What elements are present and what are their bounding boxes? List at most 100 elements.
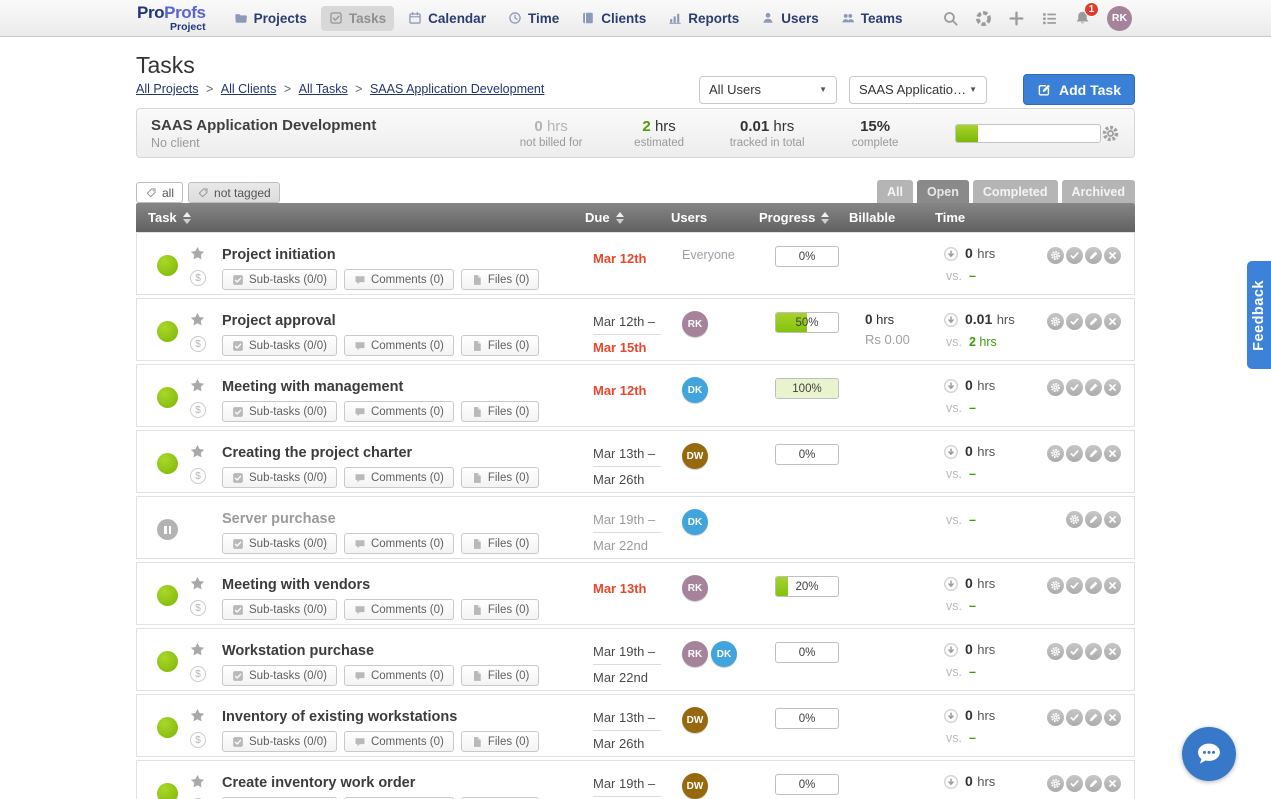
pencil-action-button[interactable]: [1085, 643, 1102, 660]
check-action-button[interactable]: [1066, 379, 1083, 396]
subtasks-button[interactable]: Sub-tasks (0/0): [222, 269, 337, 290]
close-action-button[interactable]: [1104, 709, 1121, 726]
billable-dollar-icon[interactable]: $: [190, 666, 206, 682]
star-icon[interactable]: [189, 311, 206, 328]
active-status-icon[interactable]: [157, 387, 178, 408]
check-action-button[interactable]: [1066, 577, 1083, 594]
subtasks-button[interactable]: Sub-tasks (0/0): [222, 599, 337, 620]
pencil-action-button[interactable]: [1085, 511, 1102, 528]
breadcrumb-link-all-projects[interactable]: All Projects: [136, 82, 199, 96]
active-status-icon[interactable]: [157, 651, 178, 672]
chat-button[interactable]: [1182, 727, 1236, 781]
user-avatar-dk[interactable]: DK: [682, 377, 708, 403]
close-action-button[interactable]: [1104, 445, 1121, 462]
breadcrumb-link-all-clients[interactable]: All Clients: [220, 82, 277, 96]
pencil-action-button[interactable]: [1085, 445, 1102, 462]
tag-filter-not-tagged[interactable]: not tagged: [188, 182, 280, 203]
task-name[interactable]: Project approval: [222, 313, 336, 329]
due-date[interactable]: Mar 19th – Mar 22nd: [593, 644, 679, 685]
comments-button[interactable]: Comments (0): [343, 797, 454, 799]
gear-action-button[interactable]: [1047, 247, 1064, 264]
users-filter-dropdown[interactable]: All Users ▼: [699, 75, 838, 104]
progress-box[interactable]: 0%: [775, 642, 839, 663]
tab-completed[interactable]: Completed: [972, 180, 1058, 203]
close-action-button[interactable]: [1104, 247, 1121, 264]
billable-dollar-icon[interactable]: $: [190, 732, 206, 748]
files-button[interactable]: Files (0): [460, 731, 540, 752]
due-date[interactable]: Mar 13th: [593, 581, 679, 596]
task-name[interactable]: Server purchase: [222, 511, 336, 527]
active-status-icon[interactable]: [157, 453, 178, 474]
due-date[interactable]: Mar 12th: [593, 383, 679, 398]
close-action-button[interactable]: [1104, 379, 1121, 396]
user-avatar-dw[interactable]: DW: [682, 443, 708, 469]
comments-button[interactable]: Comments (0): [343, 335, 454, 356]
check-action-button[interactable]: [1066, 709, 1083, 726]
files-button[interactable]: Files (0): [460, 665, 540, 686]
pencil-action-button[interactable]: [1085, 577, 1102, 594]
gear-action-button[interactable]: [1047, 379, 1064, 396]
user-avatar-rk[interactable]: RK: [682, 641, 708, 667]
progress-box[interactable]: 50%: [775, 312, 839, 333]
proprofs-logo[interactable]: ProProfs Project: [137, 4, 206, 33]
pencil-action-button[interactable]: [1085, 379, 1102, 396]
files-button[interactable]: Files (0): [460, 533, 540, 554]
check-action-button[interactable]: [1066, 775, 1083, 792]
comments-button[interactable]: Comments (0): [343, 665, 454, 686]
star-icon[interactable]: [189, 377, 206, 394]
active-status-icon[interactable]: [157, 585, 178, 606]
progress-box[interactable]: 0%: [775, 774, 839, 795]
nav-item-clients[interactable]: Clients: [573, 6, 654, 31]
comments-button[interactable]: Comments (0): [343, 467, 454, 488]
due-date[interactable]: Mar 19th –: [593, 776, 679, 799]
tab-open[interactable]: Open: [916, 180, 969, 203]
project-filter-dropdown[interactable]: SAAS Applicatio… ▼: [849, 75, 988, 104]
gear-action-button[interactable]: [1047, 643, 1064, 660]
active-status-icon[interactable]: [157, 255, 178, 276]
tag-filter-all[interactable]: all: [136, 182, 184, 203]
close-action-button[interactable]: [1104, 577, 1121, 594]
breadcrumb-link-saas-application-development[interactable]: SAAS Application Development: [369, 82, 545, 96]
gear-action-button[interactable]: [1066, 511, 1083, 528]
task-name[interactable]: Inventory of existing workstations: [222, 709, 458, 725]
task-name[interactable]: Create inventory work order: [222, 775, 416, 791]
star-icon[interactable]: [189, 707, 206, 724]
pause-status-icon[interactable]: [157, 519, 178, 540]
progress-box[interactable]: 0%: [775, 444, 839, 465]
check-action-button[interactable]: [1066, 313, 1083, 330]
files-button[interactable]: Files (0): [460, 269, 540, 290]
subtasks-button[interactable]: Sub-tasks (0/0): [222, 797, 337, 799]
due-date[interactable]: Mar 19th – Mar 22nd: [593, 512, 679, 553]
comments-button[interactable]: Comments (0): [343, 599, 454, 620]
nav-item-tasks[interactable]: Tasks: [320, 5, 395, 31]
subtasks-button[interactable]: Sub-tasks (0/0): [222, 533, 337, 554]
star-icon[interactable]: [189, 773, 206, 790]
due-date[interactable]: Mar 13th – Mar 26th: [593, 710, 679, 751]
pencil-action-button[interactable]: [1085, 709, 1102, 726]
notifications-button[interactable]: 1: [1074, 1, 1099, 27]
help-button[interactable]: [975, 10, 992, 27]
check-action-button[interactable]: [1066, 445, 1083, 462]
progress-box[interactable]: 0%: [775, 708, 839, 729]
check-action-button[interactable]: [1066, 247, 1083, 264]
progress-box[interactable]: 20%: [775, 576, 839, 597]
due-date[interactable]: Mar 12th: [593, 251, 679, 266]
billable-dollar-icon[interactable]: $: [190, 402, 206, 418]
subtasks-button[interactable]: Sub-tasks (0/0): [222, 731, 337, 752]
nav-item-projects[interactable]: Projects: [226, 6, 315, 31]
billable-dollar-icon[interactable]: $: [190, 270, 206, 286]
files-button[interactable]: Files (0): [460, 467, 540, 488]
task-name[interactable]: Workstation purchase: [222, 643, 375, 659]
comments-button[interactable]: Comments (0): [343, 401, 454, 422]
user-avatar-rk[interactable]: RK: [682, 575, 708, 601]
feedback-tab[interactable]: Feedback: [1247, 261, 1271, 369]
billable-dollar-icon[interactable]: $: [190, 336, 206, 352]
pencil-action-button[interactable]: [1085, 247, 1102, 264]
due-date[interactable]: Mar 13th – Mar 26th: [593, 446, 679, 487]
active-status-icon[interactable]: [157, 321, 178, 342]
star-icon[interactable]: [189, 641, 206, 658]
subtasks-button[interactable]: Sub-tasks (0/0): [222, 401, 337, 422]
gear-action-button[interactable]: [1047, 577, 1064, 594]
progress-box[interactable]: 100%: [775, 378, 839, 399]
user-avatar-dk[interactable]: DK: [711, 641, 737, 667]
